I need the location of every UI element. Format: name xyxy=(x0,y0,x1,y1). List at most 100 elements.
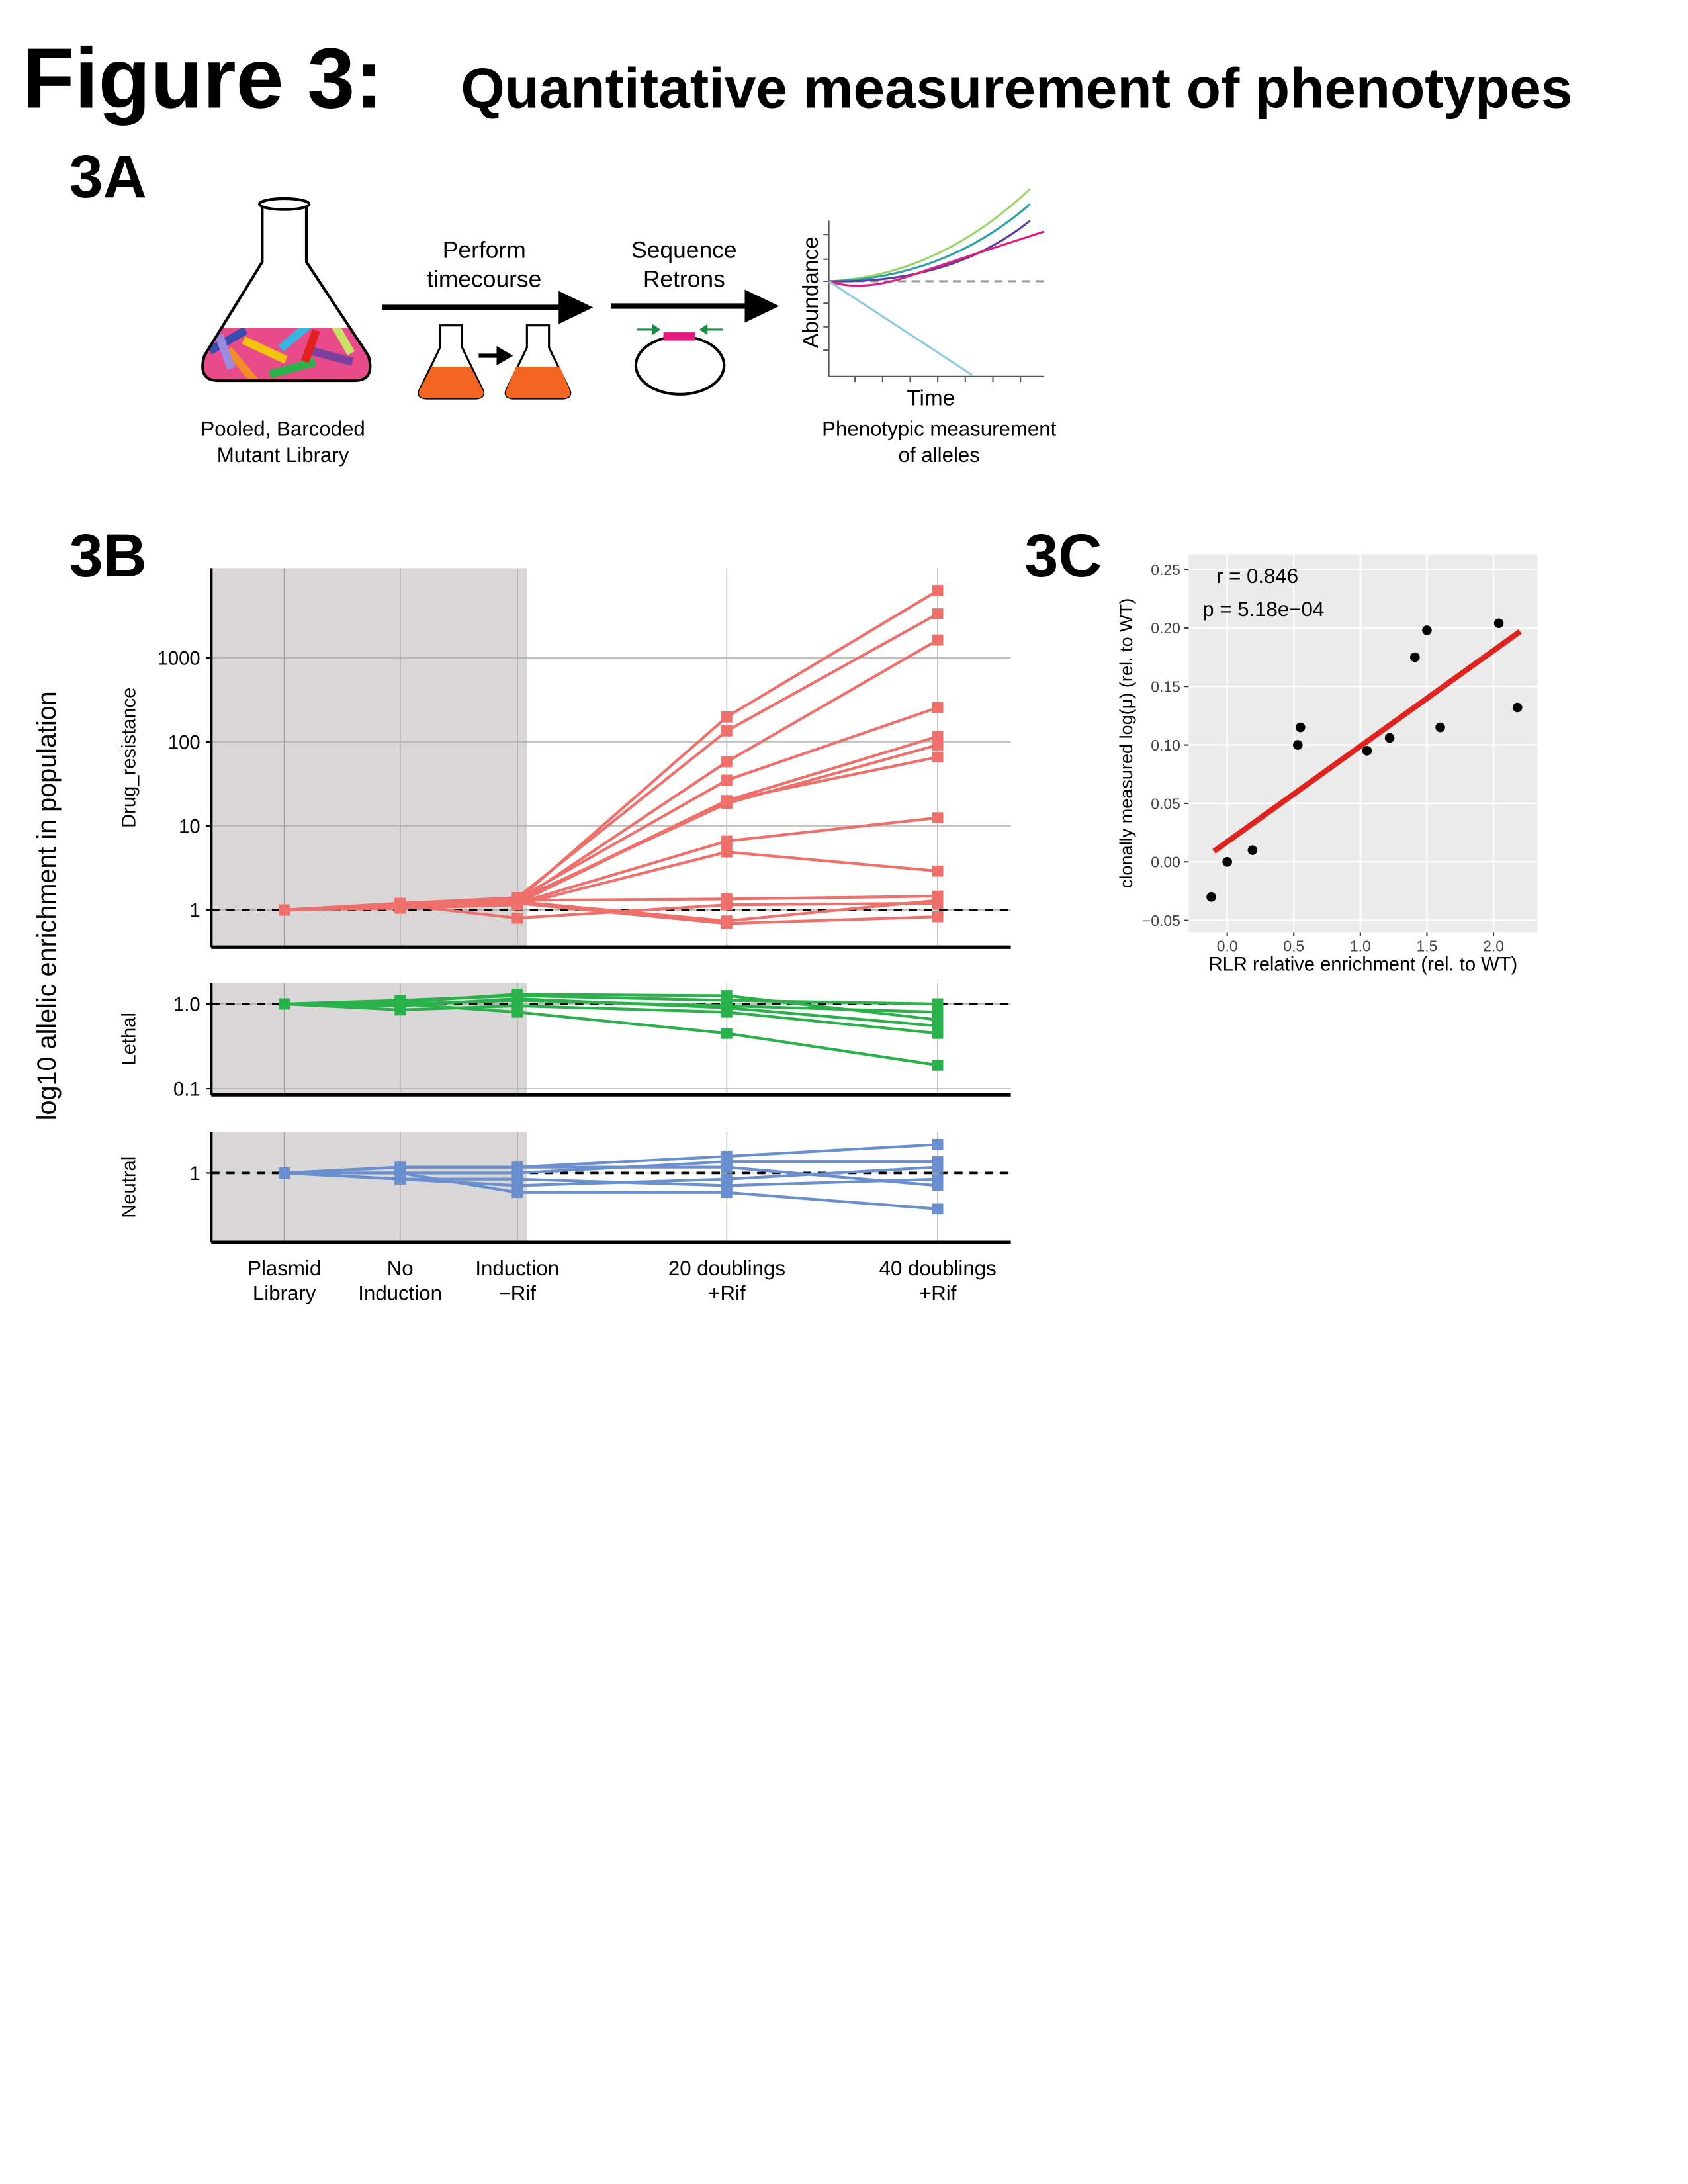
flask-illustration xyxy=(201,188,1045,400)
data-point xyxy=(394,1161,406,1173)
annotation: r = 0.846 xyxy=(1216,565,1298,588)
data-point xyxy=(932,1138,944,1150)
data-point xyxy=(511,1173,523,1185)
data-point xyxy=(1435,722,1445,733)
caption: Phenotypic measurement of alleles xyxy=(822,417,1056,467)
data-point xyxy=(1362,746,1372,756)
x-tick-label: 1.5 xyxy=(1417,938,1438,955)
panel-y-label: Neutral xyxy=(119,1156,140,1218)
annotation: p = 5.18e−04 xyxy=(1202,598,1324,621)
data-point xyxy=(511,1161,523,1173)
y-tick-label: 0.05 xyxy=(1151,795,1180,812)
y-tick-label: 1 xyxy=(189,1163,200,1185)
x-tick-label-line: −Rif xyxy=(499,1282,537,1305)
y-tick-label: 1.0 xyxy=(173,994,200,1015)
data-point xyxy=(932,911,944,923)
step-label: Sequence Retrons xyxy=(631,237,736,293)
data-point xyxy=(932,865,944,877)
figure-title: Quantitative measurement of phenotypes xyxy=(461,58,1572,120)
x-tick-label-line: Plasmid xyxy=(247,1257,321,1280)
data-point xyxy=(932,1006,944,1018)
y-tick-label: 0.15 xyxy=(1151,678,1180,696)
y-axis-title: log10 allelic enrichment in population xyxy=(32,691,62,1120)
x-tick-label: 0.0 xyxy=(1217,938,1238,955)
data-point xyxy=(721,1000,733,1012)
x-tick-label: Induction −Rif xyxy=(475,1257,559,1304)
data-point xyxy=(721,756,733,768)
data-point xyxy=(721,1028,733,1039)
panel-label: 3A xyxy=(69,143,147,210)
y-axis-title: clonally measured log(μ) (rel. to WT) xyxy=(1116,598,1136,888)
data-point xyxy=(721,846,733,858)
fit-line xyxy=(1212,629,1522,854)
data-point xyxy=(1422,625,1432,635)
data-point xyxy=(932,739,944,751)
data-point xyxy=(1410,652,1420,662)
y-tick-label: 0.00 xyxy=(1151,854,1180,871)
data-point xyxy=(511,1006,523,1018)
step-label: Perform timecourse xyxy=(427,237,541,293)
data-point xyxy=(1293,740,1303,750)
shaded-region xyxy=(211,1132,527,1243)
caption: Pooled, Barcoded Mutant Library xyxy=(200,417,365,467)
x-tick-label-line: +Rif xyxy=(708,1282,746,1305)
data-point xyxy=(932,1060,944,1071)
data-point xyxy=(279,904,290,916)
panel-y-label: Drug_resistance xyxy=(119,688,140,828)
data-point xyxy=(932,1161,944,1173)
y-tick-label: 1000 xyxy=(157,648,200,669)
data-point xyxy=(932,751,944,763)
data-point xyxy=(1222,857,1232,867)
data-point xyxy=(1296,722,1306,733)
data-point xyxy=(721,1161,733,1173)
data-point xyxy=(932,895,944,906)
data-point xyxy=(932,702,944,713)
x-tick-label: No Induction xyxy=(358,1257,442,1304)
y-tick-label: 100 xyxy=(168,732,200,753)
x-tick-label: 1.0 xyxy=(1350,938,1371,955)
data-point xyxy=(394,901,406,912)
data-point xyxy=(721,899,733,911)
figure-label: Figure 3: xyxy=(22,31,383,126)
x-tick-label: 20 doublings +Rif xyxy=(668,1257,785,1304)
x-tick-label-line: 20 doublings xyxy=(668,1257,785,1280)
data-point xyxy=(932,634,944,646)
data-point xyxy=(721,915,733,927)
panel-y-label: Lethal xyxy=(119,1013,140,1065)
data-point xyxy=(511,912,523,924)
y-tick-label: 1 xyxy=(189,900,200,921)
x-axis-title: RLR relative enrichment (rel. to WT) xyxy=(1209,954,1518,976)
panel-label: 3C xyxy=(1024,522,1102,590)
x-tick-label: 0.5 xyxy=(1283,938,1304,955)
x-tick-label: Plasmid Library xyxy=(247,1257,321,1304)
y-tick-label: 0.1 xyxy=(173,1079,200,1101)
data-point xyxy=(279,998,290,1010)
x-tick-label-line: No xyxy=(387,1257,414,1280)
data-point xyxy=(511,896,523,907)
y-tick-label: 10 xyxy=(179,816,200,837)
data-point xyxy=(1247,845,1258,855)
x-tick-label: 2.0 xyxy=(1483,938,1504,955)
data-point xyxy=(1206,892,1216,902)
data-point xyxy=(721,1180,733,1191)
data-point xyxy=(721,725,733,737)
data-point xyxy=(932,1028,944,1039)
data-point xyxy=(721,795,733,807)
data-point xyxy=(394,998,406,1010)
data-point xyxy=(511,995,523,1006)
data-point xyxy=(1493,618,1504,629)
data-point xyxy=(932,585,944,596)
y-tick-label: −0.05 xyxy=(1142,912,1180,929)
mini-y-label: Abundance xyxy=(799,236,823,348)
data-point xyxy=(932,812,944,823)
x-tick-label-line: 40 doublings xyxy=(879,1257,997,1280)
x-tick-label: 40 doublings +Rif xyxy=(879,1257,997,1304)
data-point xyxy=(1512,702,1523,713)
panel-label: 3B xyxy=(69,522,147,590)
data-point xyxy=(511,1187,523,1199)
data-point xyxy=(394,1173,406,1185)
data-point xyxy=(932,1173,944,1185)
data-point xyxy=(721,774,733,786)
